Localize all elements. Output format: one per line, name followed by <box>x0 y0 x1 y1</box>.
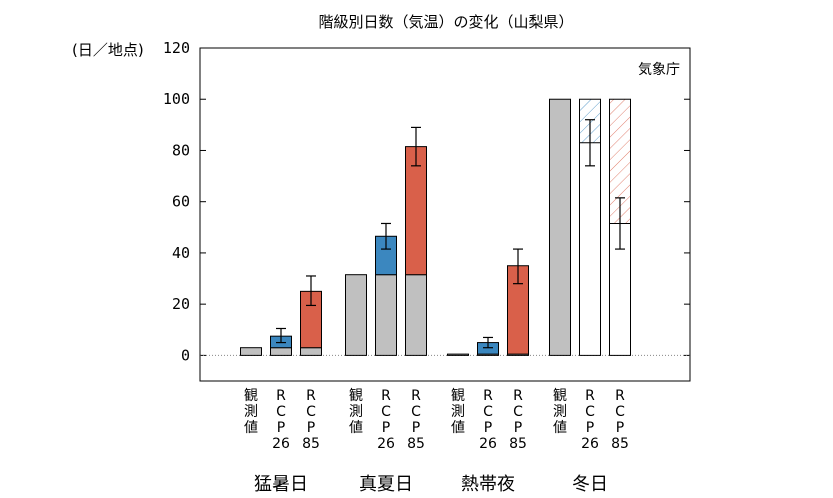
y-tick-label: 20 <box>172 295 190 313</box>
x-tick-label: R <box>306 388 316 404</box>
bar-observed <box>345 274 367 356</box>
x-tick-label: P <box>277 420 285 436</box>
x-tick-label: 26 <box>479 436 497 452</box>
x-tick-label: C <box>276 404 286 420</box>
group-label: 熱帯夜 <box>461 474 515 495</box>
x-tick-label: R <box>276 388 286 404</box>
bar-observed <box>549 98 571 356</box>
x-tick-label: 値 <box>451 420 465 436</box>
x-tick-label: 26 <box>377 436 395 452</box>
y-tick-label: 60 <box>172 193 190 211</box>
x-tick-label: 測 <box>349 404 363 420</box>
x-tick-label: R <box>585 388 595 404</box>
x-tick-label: C <box>513 404 523 420</box>
x-tick-label: 測 <box>451 404 465 420</box>
y-axis-unit-label: (日／地点) <box>72 41 144 59</box>
bars <box>240 98 631 356</box>
group-labels: 猛暑日 真夏日 熱帯夜 冬日 <box>254 474 608 495</box>
x-tick-label: R <box>483 388 493 404</box>
bar-observed <box>240 347 262 356</box>
plot-frame <box>199 47 691 382</box>
y-tick-label: 80 <box>172 141 190 159</box>
bar-base-observed <box>300 347 322 356</box>
x-tick-label: 85 <box>407 436 425 452</box>
x-tick-label: 26 <box>581 436 599 452</box>
x-tick-label: R <box>615 388 625 404</box>
credit-label: 気象庁 <box>638 62 680 78</box>
x-tick-label: R <box>381 388 391 404</box>
x-tick-label: C <box>585 404 595 420</box>
x-tick-label: C <box>615 404 625 420</box>
x-tick-label: 観 <box>451 387 465 404</box>
x-tick-label: 値 <box>553 420 567 436</box>
x-tick-label: 値 <box>244 420 258 436</box>
x-tick-label: P <box>412 420 420 436</box>
x-tick-label: R <box>411 388 421 404</box>
x-tick-label: R <box>513 388 523 404</box>
y-tick-label: 120 <box>163 39 190 57</box>
x-tick-label: 85 <box>611 436 629 452</box>
bar-remaining <box>609 223 631 356</box>
x-tick-label: C <box>306 404 316 420</box>
x-tick-label: 観 <box>349 387 363 404</box>
bar-remaining <box>579 142 601 356</box>
x-tick-label: 85 <box>509 436 527 452</box>
y-tick-label: 100 <box>163 90 190 108</box>
x-tick-label: 観 <box>553 387 567 404</box>
x-tick-label: 値 <box>349 420 363 436</box>
x-tick-label: P <box>307 420 315 436</box>
y-axis-ticks: 0 20 40 60 80 100 120 <box>163 39 690 364</box>
x-tick-label: P <box>514 420 522 436</box>
x-tick-label: P <box>586 420 594 436</box>
x-tick-label: P <box>382 420 390 436</box>
bar-observed <box>447 353 469 356</box>
x-tick-label: 26 <box>272 436 290 452</box>
x-tick-label: C <box>483 404 493 420</box>
group-label: 真夏日 <box>359 474 413 495</box>
x-tick-label: C <box>381 404 391 420</box>
bar-base-observed <box>270 347 292 356</box>
x-tick-label: 観 <box>244 387 258 404</box>
x-tick-label: C <box>411 404 421 420</box>
bar-base-observed <box>405 274 427 356</box>
x-axis-labels: 観測値RCP26RCP85観測値RCP26RCP85観測値RCP26RCP85観… <box>244 387 629 452</box>
bar-outline <box>609 98 631 356</box>
chart-title: 階級別日数（気温）の変化（山梨県） <box>318 13 573 31</box>
bar-base-observed <box>375 274 397 356</box>
group-label: 冬日 <box>572 474 608 495</box>
x-tick-label: P <box>616 420 624 436</box>
y-tick-label: 40 <box>172 244 190 262</box>
x-tick-label: 85 <box>302 436 320 452</box>
x-tick-label: 測 <box>244 404 258 420</box>
x-tick-label: P <box>484 420 492 436</box>
x-tick-label: 測 <box>553 404 567 420</box>
y-tick-label: 0 <box>181 346 190 364</box>
group-label: 猛暑日 <box>254 474 308 495</box>
bar-outline <box>579 98 601 356</box>
bar-decrease-hatch <box>609 99 631 224</box>
